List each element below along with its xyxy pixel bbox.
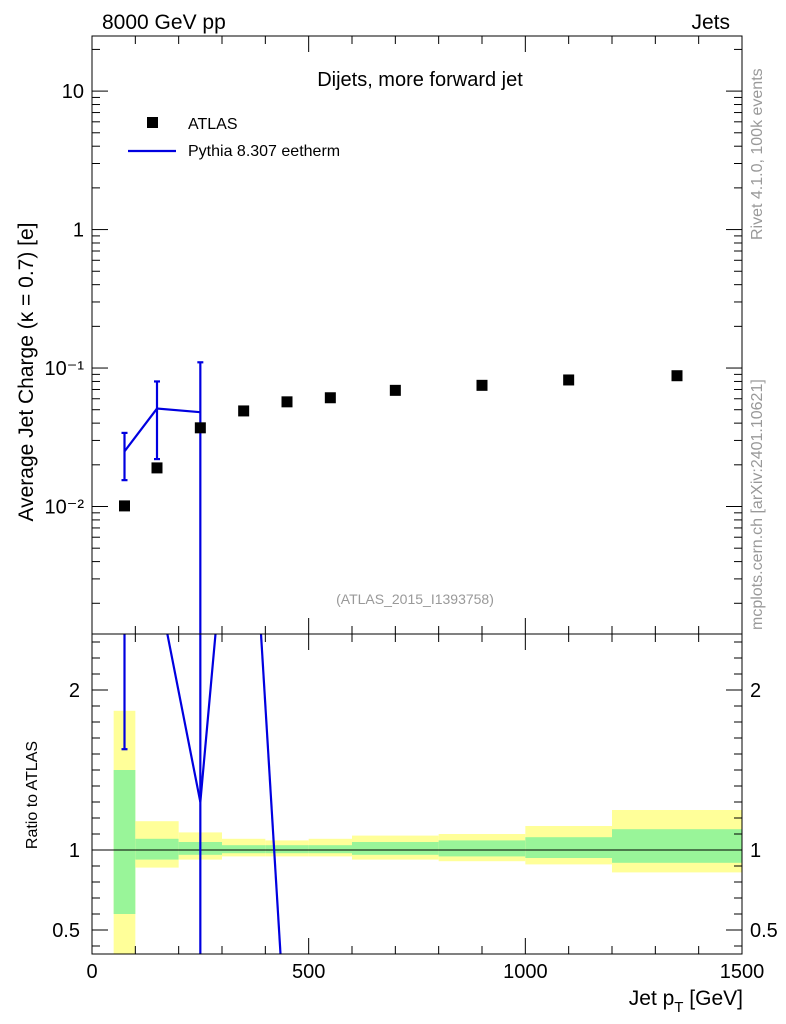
ratio-band-inner xyxy=(135,838,179,860)
x-axis-label: Jet pT [GeV] xyxy=(629,987,743,1016)
ratio-band-inner xyxy=(438,840,526,857)
ratio-y-tick-label-left: 0.5 xyxy=(52,920,80,942)
legend-atlas-label: ATLAS xyxy=(188,116,238,133)
x-axis-label-main: Jet p xyxy=(629,987,675,1010)
ratio-y-tick-label-left: 1 xyxy=(69,840,80,862)
legend-pythia-label: Pythia 8.307 eetherm xyxy=(188,143,340,160)
atlas-data-point xyxy=(238,405,250,417)
ratio-lines xyxy=(121,634,282,954)
pythia-ratio-segment xyxy=(259,634,282,954)
main-y-tick-label: 10⁻¹ xyxy=(45,358,85,380)
main-y-axis-label: Average Jet Charge (κ = 0.7) [e] xyxy=(15,222,38,521)
x-tick-label: 0 xyxy=(86,961,97,983)
main-panel: Dijets, more forward jet (ATLAS_2015_I13… xyxy=(15,35,743,635)
x-tick-label: 500 xyxy=(292,961,325,983)
ratio-band-inner xyxy=(308,845,352,854)
analysis-label: (ATLAS_2015_I1393758) xyxy=(336,591,494,607)
atlas-data-point xyxy=(389,384,401,396)
ratio-panel: 0.5 0.5 1 1 2 2 0 500 1000 1500 Ratio to ATLAS Je… xyxy=(24,633,778,1016)
atlas-data-point xyxy=(476,379,488,391)
main-y-tick-label: 1 xyxy=(73,220,84,242)
ratio-y-tick-label-right: 2 xyxy=(750,680,761,702)
atlas-data-point xyxy=(151,462,163,474)
pythia-ratio-line xyxy=(166,634,217,803)
ratio-y-axis-label: Ratio to ATLAS xyxy=(24,741,41,849)
header-right-label: Jets xyxy=(691,11,730,34)
atlas-data-point xyxy=(324,392,336,404)
legend: ATLAS Pythia 8.307 eetherm xyxy=(128,116,340,160)
ratio-band-inner xyxy=(113,770,136,914)
x-tick-label: 1500 xyxy=(720,961,765,983)
main-y-tick-label: 10 xyxy=(62,81,84,103)
main-title: Dijets, more forward jet xyxy=(317,69,523,91)
header-left-label: 8000 GeV pp xyxy=(102,11,226,34)
ratio-y-tick-label-right: 1 xyxy=(750,840,761,862)
ratio-band-inner xyxy=(265,845,309,854)
ratio-band-inner xyxy=(612,829,742,863)
atlas-data-point xyxy=(671,370,683,382)
main-y-tick-label: 10⁻² xyxy=(45,496,85,518)
atlas-data-point xyxy=(281,396,293,408)
ratio-band-inner xyxy=(525,837,612,858)
rivet-label: Rivet 4.1.0, 100k events xyxy=(749,68,766,240)
x-tick-label: 1000 xyxy=(503,961,548,983)
atlas-data-point xyxy=(194,422,206,434)
atlas-data-point xyxy=(119,500,130,512)
ratio-band-inner xyxy=(222,845,266,854)
ratio-y-tick-label-right: 0.5 xyxy=(750,920,778,942)
x-axis-label-sub: T xyxy=(674,999,683,1016)
legend-atlas-marker xyxy=(147,117,158,128)
x-axis-label-unit: [GeV] xyxy=(683,987,743,1010)
ratio-frame xyxy=(91,633,743,955)
mcplots-label: mcplots.cern.ch [arXiv:2401.10621] xyxy=(749,379,766,630)
ratio-y-tick-label-left: 2 xyxy=(69,680,80,702)
atlas-data-point xyxy=(563,374,575,386)
ratio-band-inner xyxy=(352,842,439,855)
pythia-line xyxy=(123,407,201,453)
